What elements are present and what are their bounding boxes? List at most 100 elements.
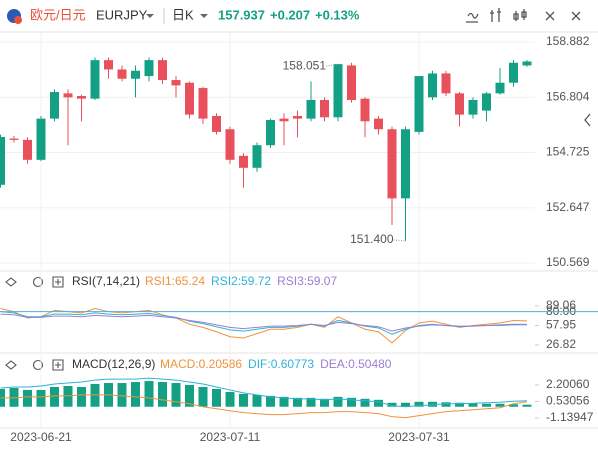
macd-bar: [374, 399, 383, 407]
macd-bar: [239, 393, 248, 407]
macd-bar: [212, 388, 221, 407]
legend-entry: RSI1:65.24: [145, 274, 205, 288]
candle-body: [414, 76, 424, 132]
macd-bar: [77, 386, 86, 407]
draw-icon[interactable]: [466, 12, 479, 23]
candle-body: [36, 118, 46, 160]
y-tick-label: 26.82: [546, 337, 576, 351]
y-tick-label: 150.569: [546, 255, 590, 269]
macd-bar: [131, 382, 140, 407]
macd-bar: [347, 397, 356, 407]
flag-icon: [14, 16, 22, 24]
candle-body: [212, 115, 221, 132]
legend-entry: RSI3:59.07: [277, 274, 337, 288]
candle-body: [198, 88, 208, 119]
candle-body: [401, 129, 410, 199]
macd-bar: [509, 404, 518, 407]
macd-bar: [279, 396, 289, 407]
candle-body: [158, 60, 167, 81]
candle-body: [77, 96, 86, 99]
macd-bar: [198, 386, 208, 407]
indicator-line: [0, 394, 528, 419]
x-tick-label: 2023-06-21: [10, 430, 72, 444]
candle-body: [522, 61, 532, 66]
macd-bar: [387, 402, 397, 407]
hide-icon[interactable]: [5, 277, 17, 287]
dropdown-arrow[interactable]: [146, 14, 154, 18]
candle-body: [482, 93, 491, 111]
candle-body: [374, 118, 383, 130]
candle-body: [495, 82, 505, 94]
macd-bar: [306, 397, 316, 407]
expand-icon[interactable]: [545, 11, 555, 21]
macd-bar: [293, 397, 302, 407]
y-tick-label: 158.882: [546, 34, 590, 48]
collapse-arrow[interactable]: [584, 113, 591, 127]
candle-body: [131, 70, 140, 79]
candle-body: [90, 60, 100, 99]
candle-body: [185, 82, 194, 115]
macd-bar: [414, 401, 424, 407]
hide-icon[interactable]: [5, 360, 17, 370]
candle-body: [50, 92, 59, 119]
annotation-leader: [393, 239, 406, 242]
y-tick-label: 152.647: [546, 200, 590, 214]
candle-body: [293, 115, 302, 119]
add-icon[interactable]: [52, 359, 64, 371]
candle-body: [266, 119, 275, 146]
plot-area: [0, 32, 535, 428]
indicator-icon[interactable]: [490, 8, 501, 22]
candle-body: [428, 73, 437, 98]
macd-bar: [320, 398, 329, 407]
add-icon[interactable]: [52, 276, 64, 288]
period[interactable]: 日K: [172, 7, 194, 22]
candle-body: [333, 64, 343, 118]
indicator-line: [0, 308, 528, 344]
x-tick-label: 2023-07-11: [200, 430, 261, 444]
price: 157.937: [218, 7, 265, 22]
macd-bar: [158, 382, 167, 407]
settings-icon[interactable]: [32, 276, 44, 288]
y-tick-label: 2.20060: [546, 377, 590, 391]
legend-entry: DEA:0.50480: [320, 357, 392, 371]
macd-bar: [455, 402, 464, 407]
rsi-title: RSI(7,14,21): [72, 274, 140, 288]
candle-body: [144, 60, 154, 77]
candle-body: [360, 98, 370, 122]
pair-name: 欧元/日元: [30, 7, 86, 22]
candle-body: [225, 129, 235, 160]
settings-icon[interactable]: [32, 359, 44, 371]
macd-bar: [50, 386, 59, 407]
candle-body: [347, 65, 356, 101]
macd-bar: [468, 403, 478, 407]
candle-body: [63, 93, 73, 98]
close-icon[interactable]: [571, 11, 581, 21]
macd-bar: [482, 403, 491, 407]
y-tick-label: 89.06: [546, 298, 576, 312]
candle-body: [279, 118, 289, 122]
macd-bar: [144, 381, 154, 407]
macd-bar: [401, 402, 410, 407]
macd-bar: [225, 391, 235, 407]
y-tick-label: 154.725: [546, 145, 590, 159]
candle-body: [252, 145, 262, 168]
macd-bar: [23, 389, 32, 407]
annotation-leader: [325, 63, 339, 67]
legend-entry: RSI2:59.72: [211, 274, 271, 288]
macd-bar: [522, 404, 532, 407]
macd-bar: [360, 398, 370, 407]
candle-body: [104, 60, 113, 70]
x-tick-label: 2023-07-31: [388, 430, 450, 444]
macd-bar: [252, 394, 262, 407]
symbol[interactable]: EURJPY: [96, 7, 148, 22]
candle-icon[interactable]: [513, 9, 527, 21]
macd-bar: [495, 403, 505, 407]
dropdown-arrow[interactable]: [200, 14, 208, 18]
candle-body: [455, 93, 464, 115]
candle-body: [23, 139, 32, 160]
candle-body: [320, 100, 329, 118]
candle-body: [0, 136, 5, 185]
